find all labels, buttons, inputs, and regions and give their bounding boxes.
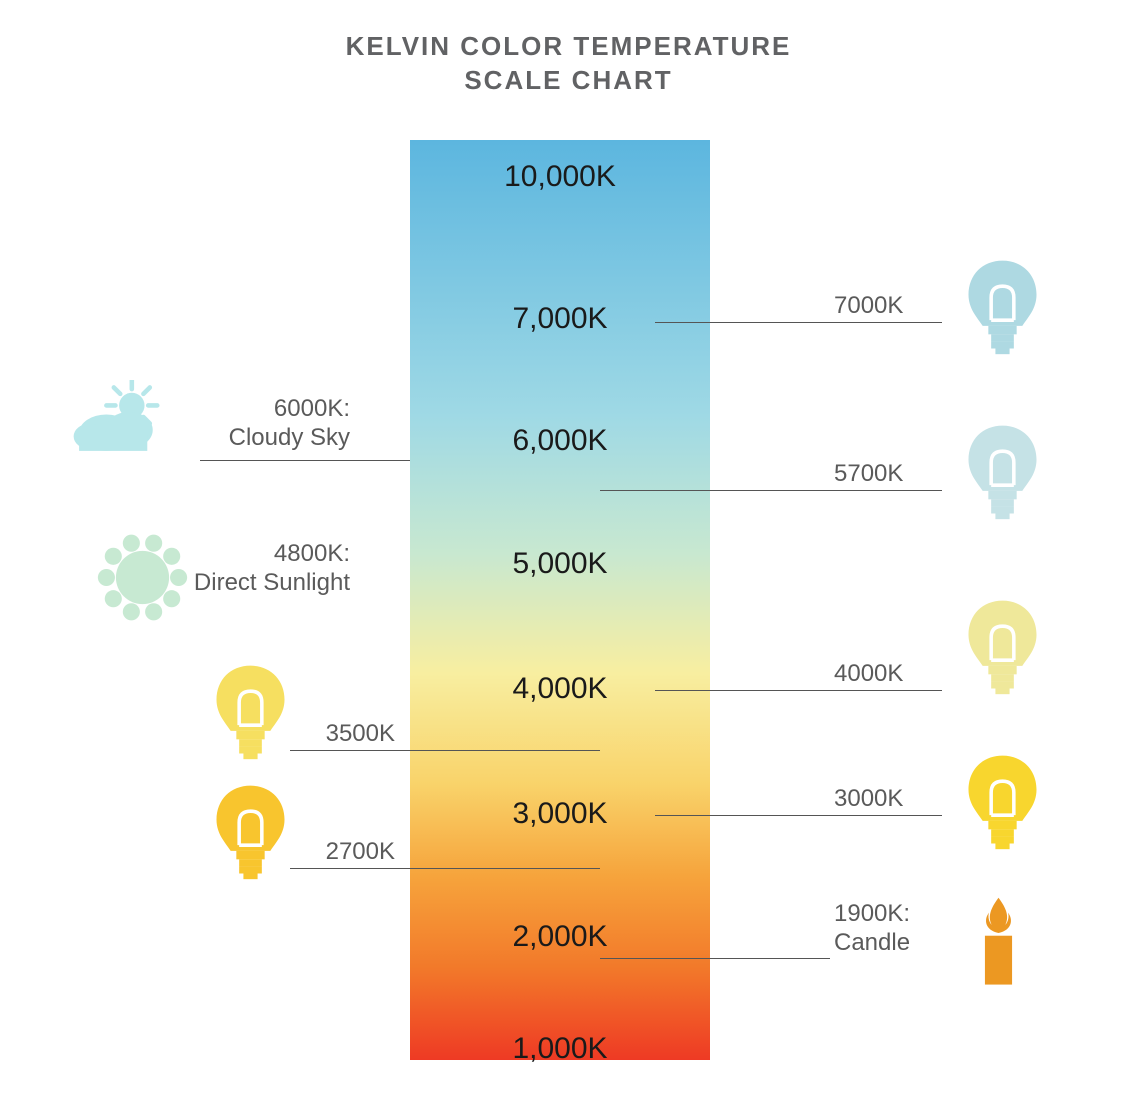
annotation-label-cloudy-sky: 6000K:Cloudy Sky <box>170 395 350 453</box>
bulb-icon <box>208 780 293 882</box>
bulb-icon <box>208 660 293 767</box>
sun-icon <box>95 530 190 625</box>
scale-tick-label: 1,000K <box>410 1032 710 1066</box>
annotation-label-bulb-4000: 4000K <box>834 660 954 689</box>
scale-tick-label: 3,000K <box>410 797 710 831</box>
cloud-sun-icon <box>70 380 170 465</box>
annotation-line <box>290 868 600 869</box>
annotation-line <box>600 490 942 491</box>
annotation-line <box>290 750 600 751</box>
candle-icon <box>970 895 1027 995</box>
bulb-icon <box>960 750 1045 852</box>
bulb-icon <box>960 595 1045 702</box>
annotation-label-bulb-2700: 2700K <box>285 838 395 867</box>
bulb-icon <box>960 595 1045 697</box>
sun-icon <box>95 530 190 630</box>
bulb-icon <box>960 255 1045 357</box>
chart-title: KELVIN COLOR TEMPERATURE SCALE CHART <box>0 30 1137 98</box>
title-line2: SCALE CHART <box>0 64 1137 98</box>
scale-tick-label: 5,000K <box>410 547 710 581</box>
bulb-icon <box>960 255 1045 362</box>
annotation-line <box>655 690 942 691</box>
candle-icon <box>970 895 1027 990</box>
annotation-label-bulb-7000: 7000K <box>834 292 954 321</box>
bulb-icon <box>208 660 293 762</box>
annotation-label-bulb-5700: 5700K <box>834 460 954 489</box>
scale-tick-label: 6,000K <box>410 424 710 458</box>
annotation-label-bulb-3500: 3500K <box>285 720 395 749</box>
title-line1: KELVIN COLOR TEMPERATURE <box>0 30 1137 64</box>
bulb-icon <box>208 780 293 887</box>
annotation-line <box>200 460 410 461</box>
annotation-line <box>600 958 830 959</box>
scale-tick-label: 7,000K <box>410 302 710 336</box>
cloud-sun-icon <box>70 380 170 460</box>
scale-tick-label: 4,000K <box>410 672 710 706</box>
bulb-icon <box>960 750 1045 857</box>
annotation-line <box>655 815 942 816</box>
annotation-label-candle-1900: 1900K:Candle <box>834 900 964 958</box>
scale-tick-label: 10,000K <box>410 160 710 194</box>
bulb-icon <box>960 420 1045 527</box>
bulb-icon <box>960 420 1045 522</box>
annotation-line <box>655 322 942 323</box>
annotation-label-bulb-3000: 3000K <box>834 785 954 814</box>
scale-tick-label: 2,000K <box>410 920 710 954</box>
